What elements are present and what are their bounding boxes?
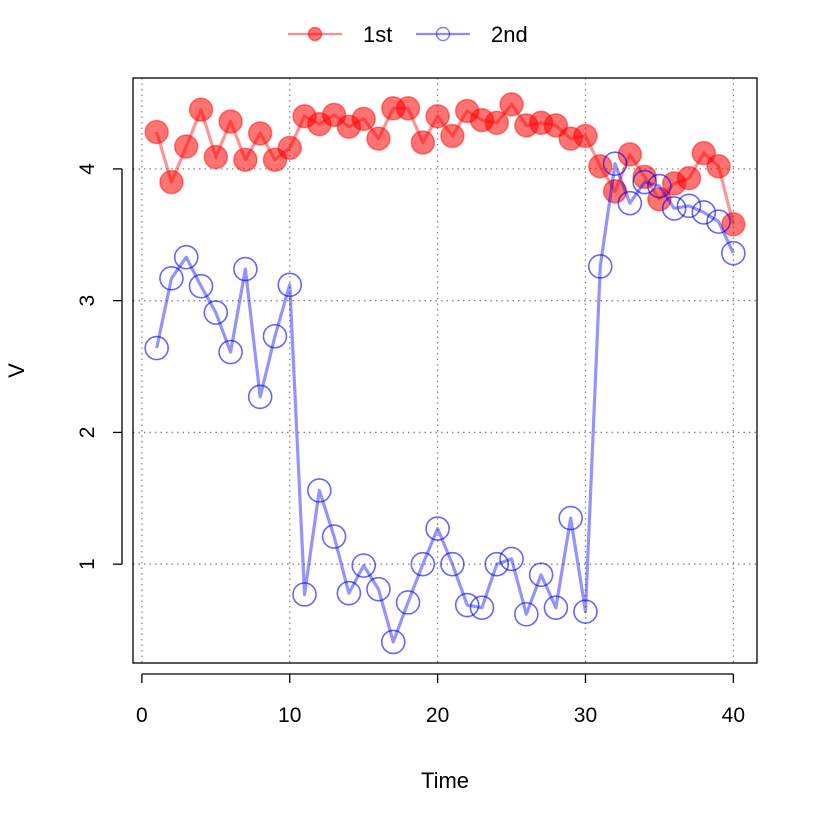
data-point [647,186,672,212]
data-point [203,300,229,325]
data-point [469,595,495,620]
data-point [587,254,613,279]
y-tick-label: 2 [76,427,99,439]
data-point [661,196,687,221]
data-point [425,516,450,541]
series-layer [144,92,746,655]
series-2 [144,151,746,655]
data-point [233,256,258,282]
data-point [543,595,569,620]
data-point [277,272,303,298]
legend-label: 1st [363,22,392,47]
data-point [410,130,436,155]
data-point [617,190,643,216]
data-point [277,135,302,161]
y-axis-label: V [4,363,29,378]
data-point [691,140,717,166]
series-line [155,162,735,644]
legend-entry: 2nd [416,22,528,47]
data-point [159,265,184,291]
x-tick-label: 30 [574,704,597,727]
legend-marker [435,26,451,42]
data-point [543,113,569,138]
data-point [706,154,731,179]
data-point [632,169,657,195]
series-line [155,102,735,225]
data-point [218,339,243,365]
data-point [721,212,746,237]
legend: 1st 2nd [288,22,528,47]
x-tick-label: 0 [136,704,148,727]
data-point [395,590,421,615]
data-point [247,384,273,410]
grid-lines [133,78,757,663]
data-point [499,92,524,117]
data-point [321,524,347,549]
data-point [366,126,391,151]
data-point [588,154,613,179]
data-point [454,592,480,618]
data-point [528,562,554,588]
data-point [292,582,317,607]
data-point [484,110,510,136]
data-point [173,244,199,270]
data-point [706,209,731,234]
data-point [173,134,199,159]
y-axis: 1 2 3 4 [76,163,123,570]
y-tick-label: 1 [76,558,99,570]
data-point [691,200,717,225]
x-axis-label: Time [421,768,469,793]
data-point [632,164,657,190]
data-point [144,119,169,145]
data-point [440,123,465,149]
data-point [262,323,288,349]
data-point [425,103,450,129]
data-point [159,169,184,195]
data-point [676,193,702,219]
y-tick-label: 4 [76,163,99,175]
legend-label: 2nd [491,22,528,47]
y-tick-label: 3 [76,295,99,307]
data-point [647,173,672,199]
data-point [188,97,214,122]
data-point [395,96,421,121]
x-axis: 0 10 20 30 40 [136,673,745,727]
data-point [203,144,229,170]
data-point [573,123,598,149]
data-point [218,109,243,134]
data-point [366,576,391,602]
data-point [144,335,169,361]
data-point [514,601,539,627]
data-point [721,240,746,266]
x-tick-label: 10 [278,704,301,727]
data-point [499,546,524,572]
data-point [676,165,702,191]
data-point [336,580,362,606]
plot-frame [132,77,758,664]
data-point [602,151,628,176]
data-point [617,142,643,167]
data-point [351,553,376,578]
x-tick-label: 40 [722,704,745,727]
data-point [573,599,598,624]
series-1 [144,92,746,237]
legend-marker [307,26,323,42]
data-point [233,147,258,172]
data-point [558,505,583,531]
data-point [188,273,214,299]
data-point [380,629,406,655]
legend-entry: 1st [288,22,392,47]
data-point [484,551,510,577]
data-point [247,121,273,146]
x-tick-label: 20 [426,704,449,727]
data-point [410,551,436,577]
data-point [351,106,376,132]
data-point [440,551,465,577]
data-point [307,478,332,503]
